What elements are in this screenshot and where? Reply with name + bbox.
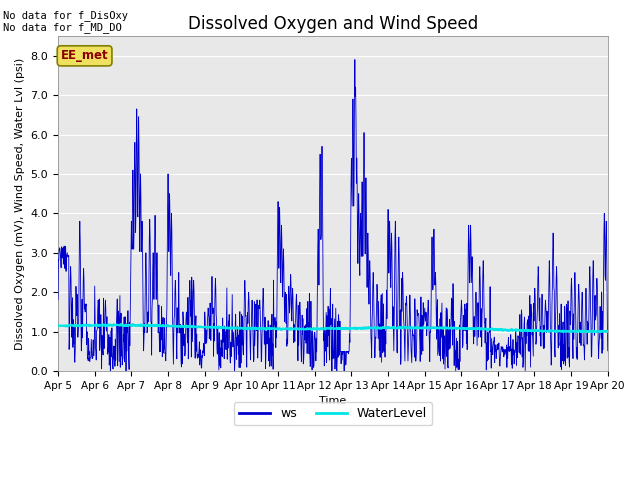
X-axis label: Time: Time — [319, 396, 346, 407]
Text: EE_met: EE_met — [61, 49, 108, 62]
Text: No data for f_DisOxy
No data for f_MD_DO: No data for f_DisOxy No data for f_MD_DO — [3, 10, 128, 33]
Y-axis label: Dissolved Oxygen (mV), Wind Speed, Water Lvl (psi): Dissolved Oxygen (mV), Wind Speed, Water… — [15, 58, 25, 349]
Title: Dissolved Oxygen and Wind Speed: Dissolved Oxygen and Wind Speed — [188, 15, 478, 33]
Legend: ws, WaterLevel: ws, WaterLevel — [234, 402, 432, 425]
